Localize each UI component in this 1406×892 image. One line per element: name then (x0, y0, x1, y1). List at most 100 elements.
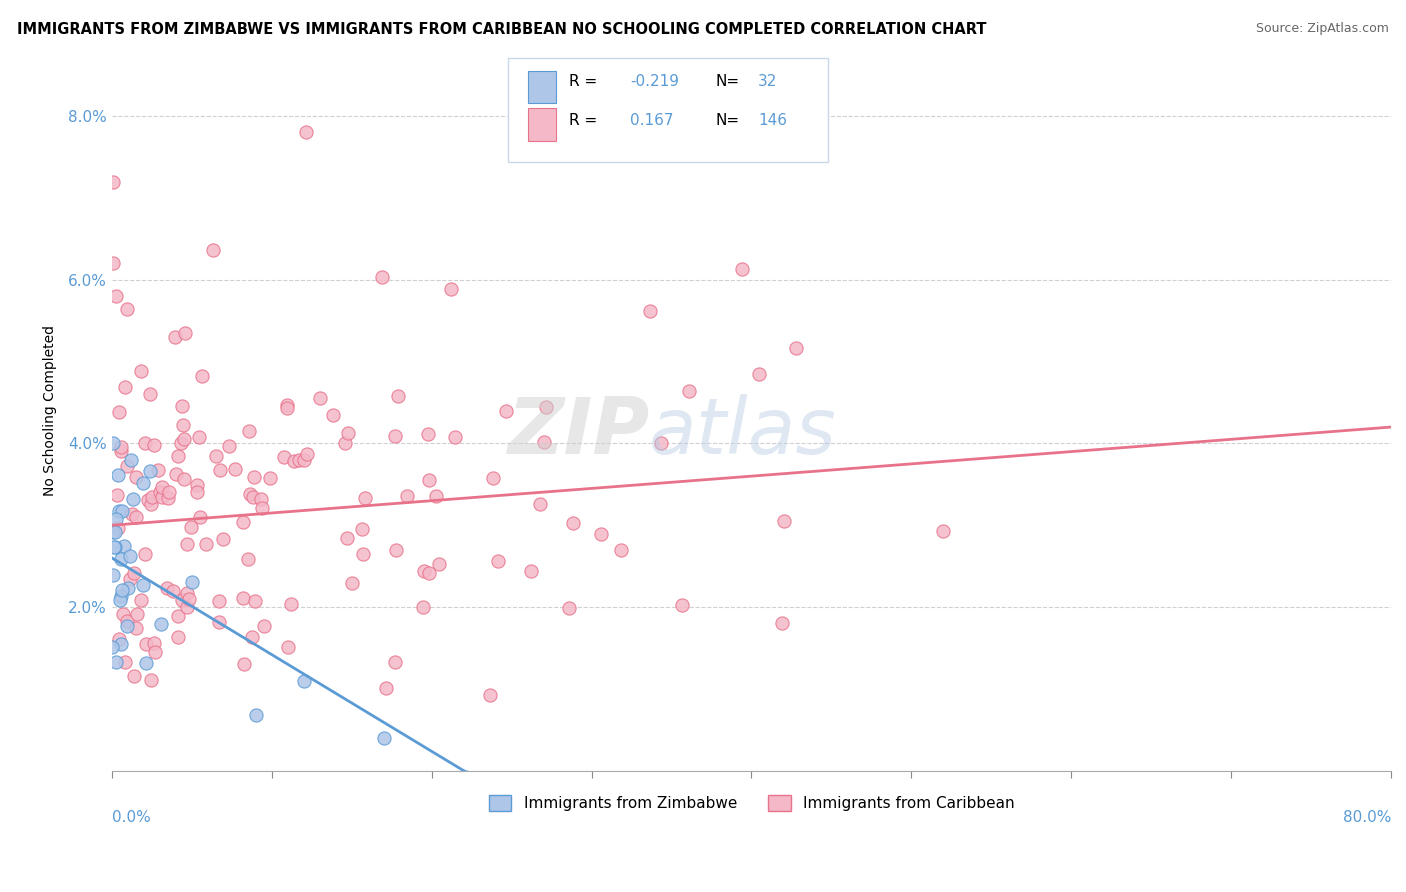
Point (118, 549, 141, 564)
Point (416, 427, 439, 442)
Point (149, 485, 172, 500)
Point (253, 619, 276, 633)
Point (112, 539, 135, 553)
Point (101, 525, 124, 540)
Point (136, 493, 159, 508)
Point (529, 497, 551, 511)
Point (385, 542, 408, 557)
Point (322, 408, 344, 422)
Text: N=: N= (716, 113, 740, 128)
Text: -0.219: -0.219 (630, 74, 679, 89)
Point (142, 438, 165, 452)
Point (180, 520, 202, 534)
Point (638, 303, 661, 318)
Point (375, 681, 398, 695)
Point (371, 270, 394, 285)
Point (177, 592, 200, 607)
Point (131, 475, 153, 490)
Point (104, 289, 127, 303)
Point (125, 607, 148, 621)
Point (120, 452, 142, 467)
Point (166, 630, 188, 644)
Point (107, 521, 129, 535)
Text: Source: ZipAtlas.com: Source: ZipAtlas.com (1256, 22, 1389, 36)
Point (124, 509, 146, 524)
Text: 0.167: 0.167 (630, 113, 673, 128)
Point (186, 478, 208, 492)
Text: 146: 146 (758, 113, 787, 128)
Point (172, 418, 194, 433)
Point (340, 575, 363, 590)
Point (114, 655, 136, 669)
Point (139, 387, 162, 401)
FancyBboxPatch shape (527, 108, 555, 141)
Point (121, 507, 143, 521)
Legend: Immigrants from Zimbabwe, Immigrants from Caribbean: Immigrants from Zimbabwe, Immigrants fro… (482, 789, 1021, 817)
Point (110, 589, 132, 603)
Point (101, 436, 124, 450)
Point (195, 537, 218, 551)
Point (105, 512, 128, 526)
Y-axis label: No Schooling Completed: No Schooling Completed (44, 326, 58, 496)
Point (243, 469, 266, 483)
Point (110, 551, 132, 566)
Point (156, 581, 179, 595)
Point (125, 470, 148, 484)
Point (173, 472, 195, 486)
Point (104, 540, 127, 554)
Point (204, 449, 226, 463)
Point (425, 489, 447, 503)
Point (135, 636, 157, 650)
Point (730, 261, 752, 276)
Point (103, 541, 125, 555)
Point (353, 491, 375, 505)
Point (232, 657, 254, 671)
Point (591, 527, 613, 541)
Point (135, 656, 157, 670)
Point (143, 645, 166, 659)
Point (165, 330, 187, 344)
Point (162, 583, 184, 598)
Point (180, 574, 202, 589)
Point (610, 543, 633, 558)
Point (167, 608, 190, 623)
Point (533, 435, 555, 450)
Point (495, 404, 517, 418)
Point (146, 463, 169, 477)
Point (125, 621, 148, 635)
Point (134, 547, 156, 561)
Text: R =: R = (568, 74, 596, 89)
Point (439, 282, 461, 296)
Point (187, 430, 209, 444)
Point (139, 673, 162, 687)
Point (395, 489, 418, 503)
Text: R =: R = (568, 113, 596, 128)
Point (333, 436, 356, 450)
Point (288, 453, 311, 467)
Point (170, 399, 193, 413)
Point (117, 615, 139, 629)
Point (443, 430, 465, 444)
Point (558, 601, 581, 615)
Point (249, 491, 271, 506)
Point (104, 655, 127, 669)
Point (413, 565, 436, 579)
Text: ZIP: ZIP (508, 394, 650, 470)
Point (250, 501, 273, 516)
Point (150, 490, 173, 504)
Point (115, 619, 138, 633)
Point (519, 564, 541, 578)
Point (176, 599, 198, 614)
Point (418, 566, 440, 580)
Point (107, 632, 129, 647)
Point (107, 467, 129, 482)
Point (188, 510, 211, 524)
Point (352, 522, 374, 536)
Point (110, 443, 132, 458)
Point (134, 435, 156, 450)
Point (108, 405, 131, 419)
Point (157, 485, 180, 500)
Point (536, 400, 558, 414)
Point (309, 391, 332, 405)
Point (121, 491, 143, 506)
